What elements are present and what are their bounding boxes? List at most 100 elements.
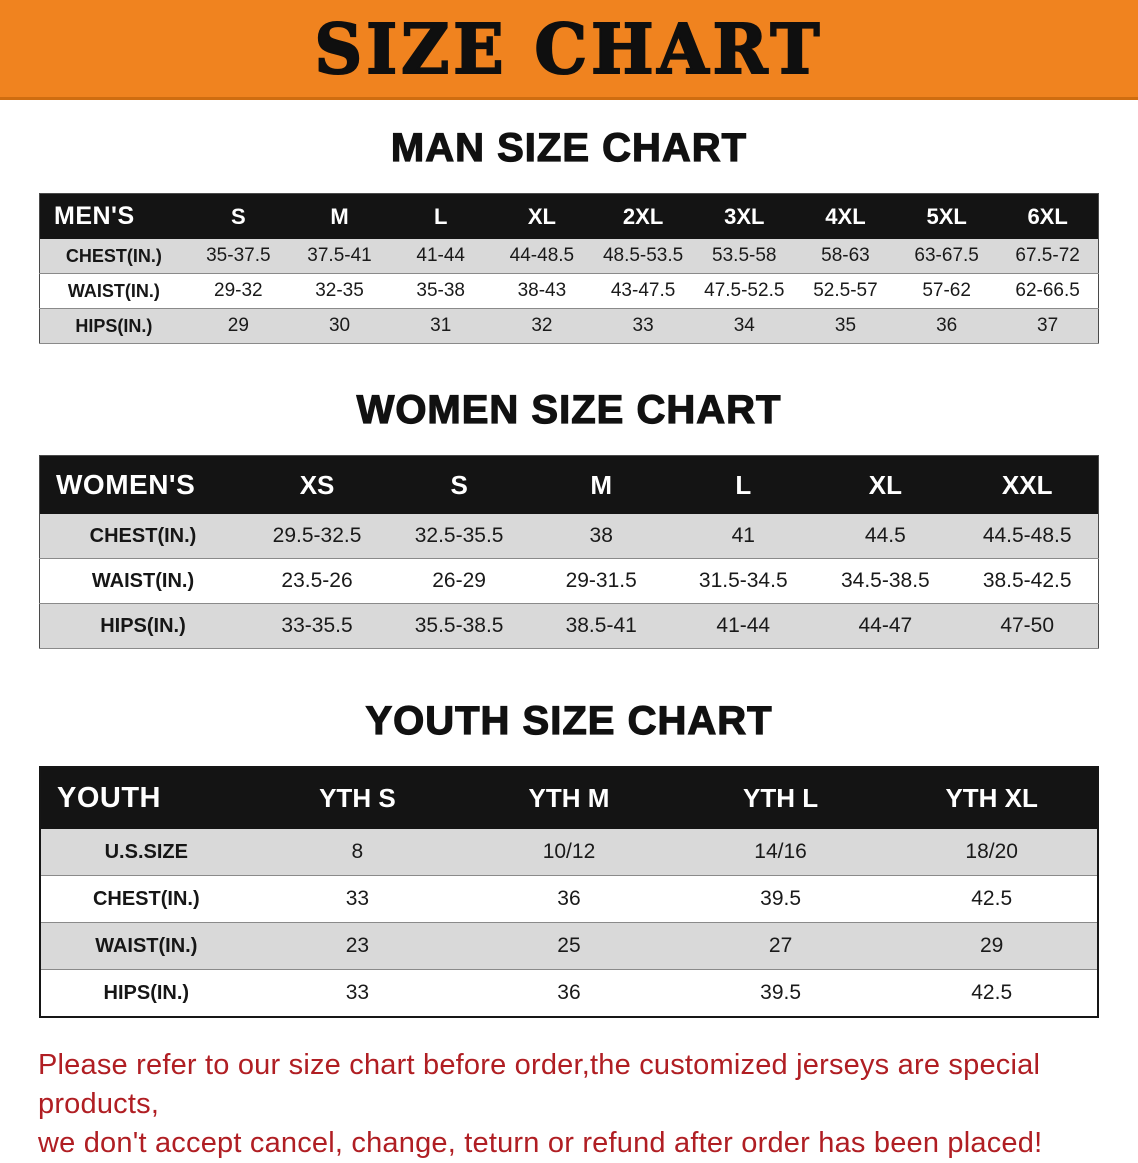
size-value-cell: 35: [834, 315, 857, 336]
size-value-cell: 33: [345, 981, 370, 1004]
size-column-header: YTH L: [674, 767, 887, 829]
size-value-cell: 47.5-52.5: [704, 280, 785, 301]
size-column-header: 3XL: [693, 193, 795, 239]
size-value-cell: 38.5-41: [565, 614, 637, 637]
size-column-header: 5XL: [896, 193, 998, 239]
section-heading: YOUTH SIZE CHART: [365, 698, 773, 743]
size-value-cell: 10/12: [542, 840, 596, 863]
page-title: SIZE CHART: [314, 7, 824, 90]
size-column-header: S: [388, 455, 531, 514]
size-value-cell: 62-66.5: [1015, 280, 1080, 301]
size-column-header: S: [187, 193, 289, 239]
table-header-row: MEN'S S M L XL 2XL 3XL 4XL 5XL 6XL: [39, 193, 1099, 239]
row-label: CHEST(IN.): [65, 245, 162, 266]
size-value-cell: 37.5-41: [307, 245, 372, 266]
size-value-cell: 44.5: [864, 524, 906, 547]
size-value-cell: 39.5: [760, 981, 802, 1004]
size-value-cell: 35.5-38.5: [414, 614, 504, 637]
size-value-cell: 35-38: [416, 280, 466, 301]
sections: MAN SIZE CHART MEN'S S M L XL 2XL 3XL 4XL 5XL 6XL C…: [0, 125, 1138, 1018]
mens-size-table-section: MAN SIZE CHART MEN'S S M L XL 2XL 3XL 4XL 5XL 6XL C…: [0, 125, 1138, 344]
size-value-cell: 25: [557, 934, 581, 957]
section-heading: MAN SIZE CHART: [390, 125, 748, 170]
size-column-header: XS: [246, 455, 389, 514]
size-value-cell: 52.5-57: [813, 280, 878, 301]
size-value-cell: 23: [345, 934, 370, 957]
size-value-cell: 32.5-35.5: [414, 524, 504, 547]
disclaimer: Please refer to our size chart before or…: [38, 1046, 1100, 1163]
row-label: WAIST(IN.): [91, 569, 195, 592]
size-value-cell: 44-47: [858, 614, 913, 637]
size-value-cell: 42.5: [971, 981, 1013, 1004]
size-value-cell: 63-67.5: [914, 245, 979, 266]
size-value-cell: 41: [731, 524, 755, 547]
size-value-cell: 42.5: [971, 887, 1013, 910]
size-value-cell: 58-63: [821, 245, 870, 266]
size-value-cell: 29: [227, 315, 249, 336]
size-value-cell: 14/16: [754, 840, 807, 863]
size-column-header: L: [390, 193, 492, 239]
size-value-cell: 36: [936, 315, 958, 336]
disclaimer-line-1: Please refer to our size chart before or…: [38, 1049, 1041, 1120]
table-row: CHEST(IN.) 33 36 39.5 42.5: [40, 875, 1098, 923]
size-column-header: XL: [491, 193, 593, 239]
table-row: CHEST(IN.) 35-37.5 37.5-41 41-44 44-48.5 48.5…: [39, 239, 1099, 274]
size-column-header: YTH S: [251, 767, 464, 829]
size-column-header: YTH XL: [886, 767, 1098, 829]
size-value-cell: 29-32: [214, 280, 263, 301]
disclaimer-line-2: we don't accept cancel, change, teturn o…: [38, 1126, 1043, 1159]
size-value-cell: 36: [557, 981, 581, 1004]
size-value-cell: 38: [589, 524, 613, 547]
banner: SIZE CHART: [0, 0, 1138, 100]
size-value-cell: 37: [1037, 315, 1059, 336]
row-label: U.S.SIZE: [104, 840, 188, 863]
section-heading: WOMEN SIZE CHART: [356, 387, 782, 432]
table-header-row: WOMEN'S XS S M L XL XXL: [39, 455, 1099, 514]
size-value-cell: 44-48.5: [509, 245, 575, 266]
mens-size-table: MEN'S S M L XL 2XL 3XL 4XL 5XL 6XL CHEST(IN.) 35-37…: [39, 193, 1099, 344]
size-value-cell: 44.5-48.5: [982, 524, 1072, 547]
size-column-header: YTH M: [463, 767, 675, 829]
size-column-header: 4XL: [794, 193, 897, 239]
row-label: CHEST(IN.): [92, 887, 200, 910]
size-value-cell: 48.5-53.5: [602, 245, 684, 266]
size-value-cell: 32: [531, 315, 553, 336]
womens-size-table-section: WOMEN SIZE CHART WOMEN'S XS S M L XL XXL CHEST(I…: [0, 387, 1138, 649]
table-row: CHEST(IN.) 29.5-32.5 32.5-35.5 38 41 44.5 44.5…: [39, 514, 1099, 559]
size-value-cell: 38.5-42.5: [982, 569, 1072, 592]
table-title-cell: YOUTH: [40, 767, 252, 829]
size-value-cell: 43-47.5: [610, 280, 676, 301]
row-label: HIPS(IN.): [100, 614, 186, 637]
size-value-cell: 53.5-58: [712, 245, 777, 266]
size-column-header: M: [288, 193, 391, 239]
size-value-cell: 36: [557, 887, 581, 910]
size-value-cell: 29: [980, 934, 1004, 957]
table-row: U.S.SIZE 8 10/12 14/16 18/20: [40, 829, 1098, 876]
size-column-header: XXL: [956, 455, 1099, 514]
table-row: WAIST(IN.) 29-32 32-35 35-38 38-43 43-47.5 47.…: [39, 273, 1099, 309]
size-value-cell: 33: [632, 315, 654, 336]
size-column-header: 2XL: [592, 193, 694, 239]
size-value-cell: 33-35.5: [281, 614, 353, 637]
size-value-cell: 27: [768, 934, 793, 957]
size-column-header: XL: [814, 455, 957, 514]
youth-size-table: YOUTH YTH S YTH M YTH L YTH XL U.S.SIZE 8 10/12…: [39, 766, 1099, 1018]
table-row: WAIST(IN.) 23.5-26 26-29 29-31.5 31.5-34.5 34…: [39, 558, 1099, 604]
size-column-header: 6XL: [997, 193, 1099, 239]
size-value-cell: 33: [345, 887, 370, 910]
table-header-row: YOUTH YTH S YTH M YTH L YTH XL: [40, 767, 1098, 829]
size-value-cell: 31.5-34.5: [698, 569, 788, 592]
size-value-cell: 41-44: [416, 245, 466, 266]
table-row: WAIST(IN.) 23 25 27 29: [40, 922, 1098, 970]
size-value-cell: 29.5-32.5: [272, 524, 362, 547]
table-title-cell: MEN'S: [39, 193, 188, 239]
youth-size-table-section: YOUTH SIZE CHART YOUTH YTH S YTH M YTH L YTH …: [0, 698, 1138, 1018]
size-value-cell: 32-35: [315, 280, 364, 301]
size-value-cell: 34: [733, 315, 755, 336]
size-value-cell: 31: [430, 315, 452, 336]
row-label: CHEST(IN.): [89, 524, 197, 547]
size-value-cell: 23.5-26: [281, 569, 353, 592]
row-label: WAIST(IN.): [95, 934, 198, 957]
table-row: HIPS(IN.) 33-35.5 35.5-38.5 38.5-41 41-44 44-…: [39, 603, 1099, 649]
